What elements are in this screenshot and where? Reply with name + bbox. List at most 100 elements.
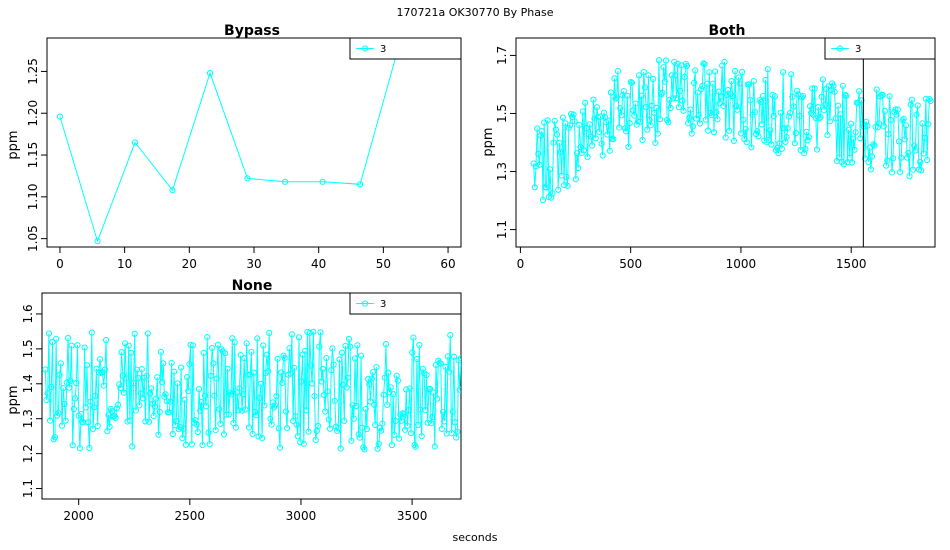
bypass-x-tick-label: 10 (117, 257, 132, 271)
none-data-point (423, 371, 430, 379)
none-data-point (241, 355, 248, 362)
none-data-point (85, 419, 92, 426)
none-data-point (419, 365, 426, 372)
none-data-point (182, 441, 189, 448)
both-data-point (634, 118, 642, 125)
none-data-point (415, 421, 422, 429)
none-series-3 (42, 328, 461, 453)
both-data-point (813, 146, 821, 153)
none-data-point (416, 341, 423, 349)
bypass-y-tick-label: 1.20 (26, 100, 40, 127)
none-data-point (223, 411, 230, 418)
both-data-point (733, 103, 740, 110)
none-data-point (116, 381, 123, 388)
none-data-point (72, 395, 79, 402)
none-data-point (235, 407, 242, 414)
both-data-point (880, 123, 887, 130)
both-data-point (780, 69, 787, 76)
none-data-point (404, 422, 411, 429)
none-data-point (51, 434, 59, 441)
none-data-point (132, 407, 139, 414)
none-data-point (390, 391, 397, 398)
both-data-point (832, 115, 839, 122)
both-data-point (549, 190, 556, 197)
both-data-point (680, 107, 687, 114)
both-data-point (645, 72, 652, 79)
none-data-point (184, 374, 191, 381)
both-data-point (731, 67, 739, 75)
both-data-point (777, 109, 784, 116)
both-data-point (701, 61, 708, 68)
both-data-point (743, 139, 750, 146)
both-data-point (885, 131, 892, 138)
both-data-point (708, 112, 715, 119)
none-x-tick-label: 2000 (63, 509, 94, 523)
both-data-point (917, 158, 924, 166)
none-data-point (173, 417, 180, 425)
none-data-point (181, 396, 188, 403)
none-data-point (188, 441, 195, 448)
none-data-point (83, 362, 91, 369)
none-data-point (81, 344, 88, 351)
none-data-point (396, 435, 403, 442)
both-data-point (679, 97, 686, 104)
none-data-point (220, 431, 228, 438)
none-data-point (106, 423, 113, 430)
none-data-point (409, 349, 416, 356)
none-data-point (103, 336, 110, 344)
both-data-point (912, 147, 919, 154)
none-x-tick-label: 3500 (397, 509, 428, 523)
both-data-point (686, 114, 693, 121)
both-data-point (640, 68, 647, 76)
both-data-point (927, 97, 934, 105)
both-data-point (798, 94, 805, 101)
both-data-point (801, 150, 808, 157)
none-data-point (426, 385, 434, 392)
none-data-point (97, 356, 104, 363)
none-data-point (118, 349, 125, 356)
both-data-point (735, 74, 742, 81)
none-data-point (392, 417, 399, 424)
both-data-point (913, 111, 920, 118)
both-data-point (660, 64, 667, 71)
both-data-point (692, 67, 699, 74)
none-data-point (176, 424, 183, 431)
none-data-point (61, 400, 68, 408)
bypass-plot-frame (46, 37, 462, 248)
none-data-point (351, 355, 359, 362)
none-data-point (253, 412, 260, 419)
none-data-point (230, 419, 237, 426)
none-data-point (418, 433, 425, 440)
none-data-point (354, 342, 361, 349)
both-plot-frame (515, 37, 936, 248)
none-data-point (138, 366, 145, 373)
both-data-point (925, 121, 932, 128)
none-data-point (267, 415, 274, 422)
both-data-point (626, 120, 633, 127)
none-data-point (286, 345, 293, 352)
both-data-point (706, 69, 713, 76)
both-data-point (757, 98, 764, 105)
none-data-point (424, 419, 431, 426)
both-data-point (612, 95, 619, 102)
none-data-point (323, 355, 330, 362)
none-data-point (168, 359, 175, 366)
both-data-point (844, 159, 851, 166)
none-data-point (205, 429, 212, 436)
both-data-point (888, 169, 896, 176)
both-data-point (661, 78, 668, 85)
none-data-point (212, 427, 219, 434)
none-legend-swatch-point (361, 300, 369, 307)
both-data-point (625, 143, 632, 150)
none-data-point (144, 330, 151, 337)
both-data-point (548, 194, 555, 201)
bypass-y-tick-label: 1.05 (26, 225, 40, 252)
none-data-point (298, 378, 305, 385)
none-data-point (237, 352, 244, 359)
both-data-point (653, 104, 660, 111)
both-data-point (691, 79, 698, 87)
bypass-y-tick-label: 1.15 (26, 142, 40, 169)
none-data-point (368, 375, 375, 382)
both-data-point (721, 58, 728, 66)
bypass-panel: Bypass ppm 0 10 20 30 40 50 60 1.05 1.10 1.15 1.20… (6, 23, 462, 271)
